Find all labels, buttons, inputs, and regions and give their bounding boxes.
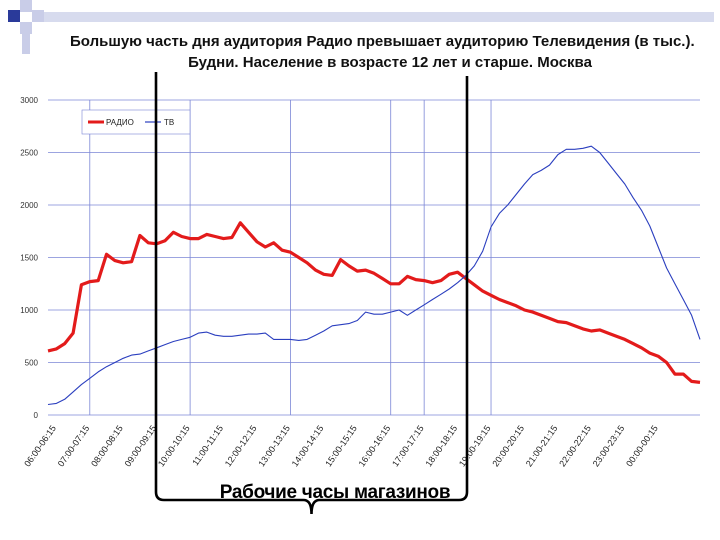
- decor-square-2: [20, 0, 32, 12]
- decor-square-3: [32, 10, 44, 22]
- chart-title-line-2: Будни. Население в возрасте 12 лет и ста…: [188, 54, 592, 71]
- x-tick-label: 08:00-08:15: [89, 423, 125, 468]
- x-tick-label: 19:00-19:15: [457, 423, 493, 468]
- legend-label-radio: РАДИО: [106, 118, 134, 127]
- x-tick-label: 13:00-13:15: [256, 423, 292, 468]
- decor-vertical-bar: [22, 34, 30, 54]
- store-hours-bracket: [154, 72, 469, 515]
- x-tick-label: 14:00-14:15: [290, 423, 326, 468]
- decor-square-1: [8, 10, 20, 22]
- x-tick-label: 17:00-17:15: [390, 423, 426, 468]
- chart-title-line-1: Большую часть дня аудитория Радио превыш…: [70, 33, 695, 50]
- x-tick-label: 00:00-00:15: [624, 423, 660, 468]
- store-hours-label: Рабочие часы магазинов: [219, 482, 451, 503]
- y-tick-label: 2500: [20, 149, 38, 158]
- x-tick-label: 06:00-06:15: [22, 423, 58, 468]
- x-tick-label: 10:00-10:15: [156, 423, 192, 468]
- x-tick-label: 11:00-11:15: [190, 423, 225, 467]
- legend-label-tv: ТВ: [164, 118, 174, 127]
- x-tick-label: 22:00-22:15: [557, 423, 593, 468]
- decor-bar: [44, 12, 714, 22]
- x-tick-label: 21:00-21:15: [524, 423, 560, 468]
- y-tick-label: 1000: [20, 306, 38, 315]
- x-tick-label: 20:00-20:15: [490, 423, 526, 468]
- y-tick-label: 2000: [20, 201, 38, 210]
- x-tick-label: 09:00-09:15: [123, 423, 159, 468]
- x-tick-label: 18:00-18:15: [423, 423, 459, 468]
- y-tick-label: 1500: [20, 254, 38, 263]
- x-tick-label: 12:00-12:15: [223, 423, 259, 468]
- x-tick-label: 23:00-23:15: [591, 423, 627, 468]
- series-line-tv: [47, 145, 701, 406]
- x-tick-label: 15:00-15:15: [323, 423, 359, 468]
- x-tick-label: 16:00-16:15: [357, 423, 393, 468]
- series-line-radio: [47, 221, 701, 384]
- decor-square-4: [20, 22, 32, 34]
- y-tick-label: 3000: [20, 96, 38, 105]
- y-tick-label: 500: [25, 359, 39, 368]
- y-tick-label: 0: [34, 411, 39, 420]
- x-tick-label: 07:00-07:15: [56, 423, 92, 468]
